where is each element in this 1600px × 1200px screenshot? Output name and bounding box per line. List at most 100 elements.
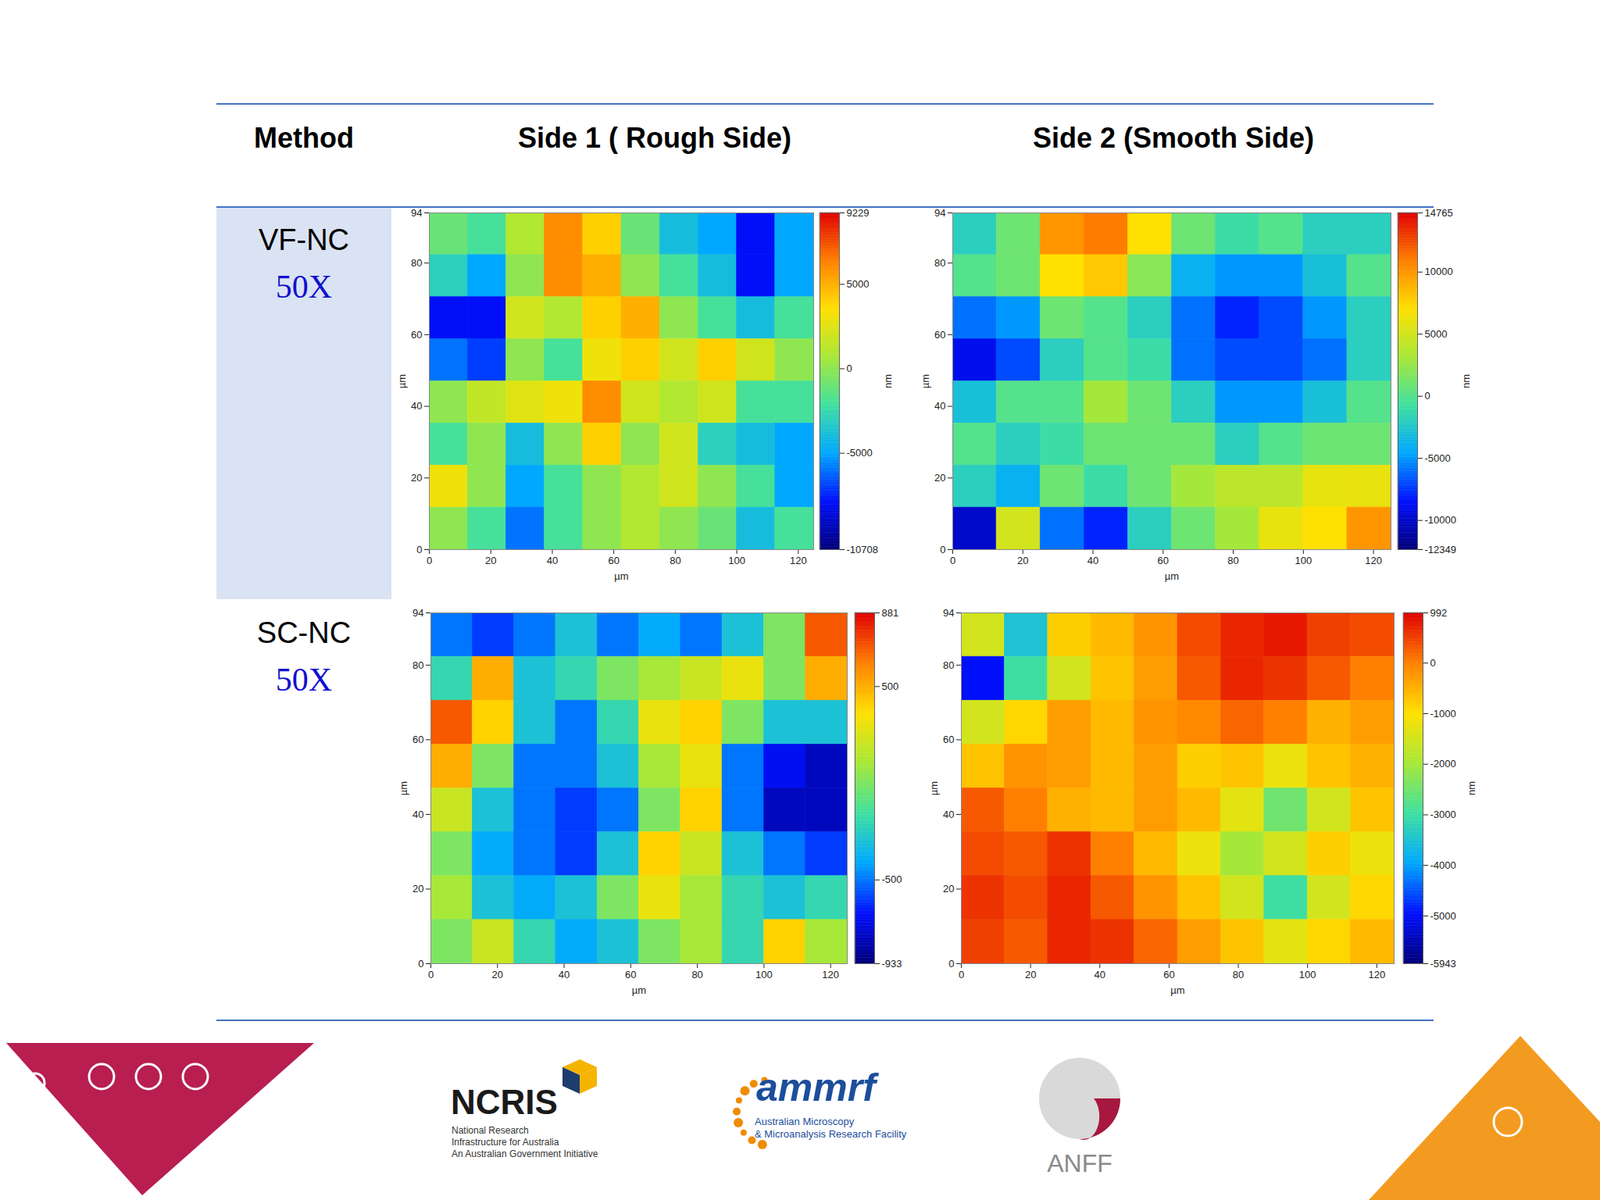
svg-text:94: 94 [410,207,422,219]
svg-text:µm: µm [397,781,410,796]
svg-text:5000: 5000 [1425,328,1448,340]
svg-text:60: 60 [625,968,636,981]
svg-text:-5943: -5943 [1430,957,1457,970]
svg-text:60: 60 [1157,554,1169,567]
svg-text:-500: -500 [882,873,903,886]
svg-text:60: 60 [410,328,422,341]
svg-text:80: 80 [934,257,946,269]
svg-text:0: 0 [417,957,424,970]
svg-text:40: 40 [410,400,422,412]
svg-text:20: 20 [485,554,497,567]
svg-text:nm: nm [1465,781,1478,796]
svg-text:0: 0 [426,554,433,567]
html-text:ammrf: ammrf [756,1065,876,1110]
svg-text:0: 0 [416,543,422,556]
svg-text:nm: nm [882,374,894,389]
svg-text:20: 20 [1025,968,1036,981]
svg-text:120: 120 [1367,968,1386,981]
svg-text:-5000: -5000 [846,446,873,459]
svg-text:100: 100 [1294,554,1312,567]
svg-text:94: 94 [942,607,954,619]
svg-text:80: 80 [412,659,424,672]
svg-text:-3000: -3000 [1430,808,1457,821]
svg-text:60: 60 [942,733,954,746]
svg-text:100: 100 [728,554,746,567]
svg-text:881: 881 [882,607,900,619]
svg-text:120: 120 [1364,554,1383,567]
svg-text:992: 992 [1430,607,1448,619]
svg-text:µm: µm [1164,570,1179,583]
svg-text:-4000: -4000 [1430,859,1457,872]
svg-text:20: 20 [410,471,422,484]
svg-text:94: 94 [934,207,946,219]
svg-text:40: 40 [934,400,946,412]
html-text:SC-NC: SC-NC [256,616,351,650]
html-text:Method: Method [253,121,354,154]
svg-text:µm: µm [919,374,932,389]
svg-text:0: 0 [948,957,954,970]
svg-text:0: 0 [950,554,956,567]
html-text:Infrastructure for Australia: Infrastructure for Australia [451,1136,559,1148]
svg-text:40: 40 [546,554,558,567]
html-text:50X: 50X [275,268,333,305]
svg-text:-12349: -12349 [1425,543,1457,556]
svg-text:60: 60 [412,733,424,746]
svg-text:-2000: -2000 [1430,757,1457,770]
svg-text:20: 20 [412,882,424,895]
svg-text:20: 20 [1017,554,1029,567]
svg-text:µm: µm [396,374,408,389]
svg-text:0: 0 [939,543,946,556]
html-text:Australian Microscopy: Australian Microscopy [754,1115,855,1128]
svg-text:5000: 5000 [846,278,870,290]
svg-text:40: 40 [558,968,570,981]
svg-text:80: 80 [669,554,681,567]
html-text:VF-NC: VF-NC [258,223,350,257]
html-text:ANFF: ANFF [1047,1149,1113,1178]
svg-text:0: 0 [1430,657,1436,669]
svg-text:40: 40 [412,808,424,821]
svg-text:40: 40 [942,808,954,821]
svg-text:40: 40 [1094,968,1106,981]
svg-text:0: 0 [958,968,965,981]
svg-text:80: 80 [410,257,422,269]
svg-text:80: 80 [1227,554,1239,567]
svg-text:14765: 14765 [1425,207,1454,219]
svg-text:0: 0 [846,362,853,375]
svg-text:40: 40 [1087,554,1099,567]
html-text:50X: 50X [275,661,333,698]
svg-text:60: 60 [934,328,946,341]
svg-text:94: 94 [412,607,424,619]
svg-text:µm: µm [632,984,647,997]
svg-text:120: 120 [821,968,840,981]
html-text:An Australian Government Initi: An Australian Government Initiative [451,1148,598,1160]
html-text:NCRIS: NCRIS [450,1082,558,1122]
svg-text:µm: µm [1170,984,1185,997]
svg-text:20: 20 [942,882,954,895]
svg-text:100: 100 [755,968,773,981]
svg-text:100: 100 [1299,968,1317,981]
html-text:Side 1 ( Rough Side): Side 1 ( Rough Side) [517,121,792,154]
svg-text:10000: 10000 [1425,265,1454,278]
svg-text:80: 80 [942,659,954,672]
svg-text:-933: -933 [882,957,903,970]
svg-text:-5000: -5000 [1425,452,1451,465]
svg-text:-10000: -10000 [1425,514,1457,526]
svg-text:60: 60 [607,554,619,567]
html-text:Side 2 (Smooth Side): Side 2 (Smooth Side) [1032,121,1315,154]
svg-text:9229: 9229 [846,207,870,219]
svg-text:20: 20 [934,471,946,484]
svg-text:nm: nm [1460,374,1472,389]
svg-text:-1000: -1000 [1430,707,1457,720]
svg-text:80: 80 [691,968,703,981]
svg-text:-5000: -5000 [1430,910,1457,922]
svg-text:-10708: -10708 [846,543,879,556]
svg-text:60: 60 [1163,968,1175,981]
svg-text:µm: µm [928,781,940,796]
svg-text:80: 80 [1232,968,1244,981]
svg-text:120: 120 [789,554,808,567]
svg-text:µm: µm [614,570,629,583]
svg-text:0: 0 [1425,389,1431,402]
svg-text:500: 500 [882,680,900,693]
svg-text:0: 0 [428,968,434,981]
svg-text:20: 20 [492,968,504,981]
